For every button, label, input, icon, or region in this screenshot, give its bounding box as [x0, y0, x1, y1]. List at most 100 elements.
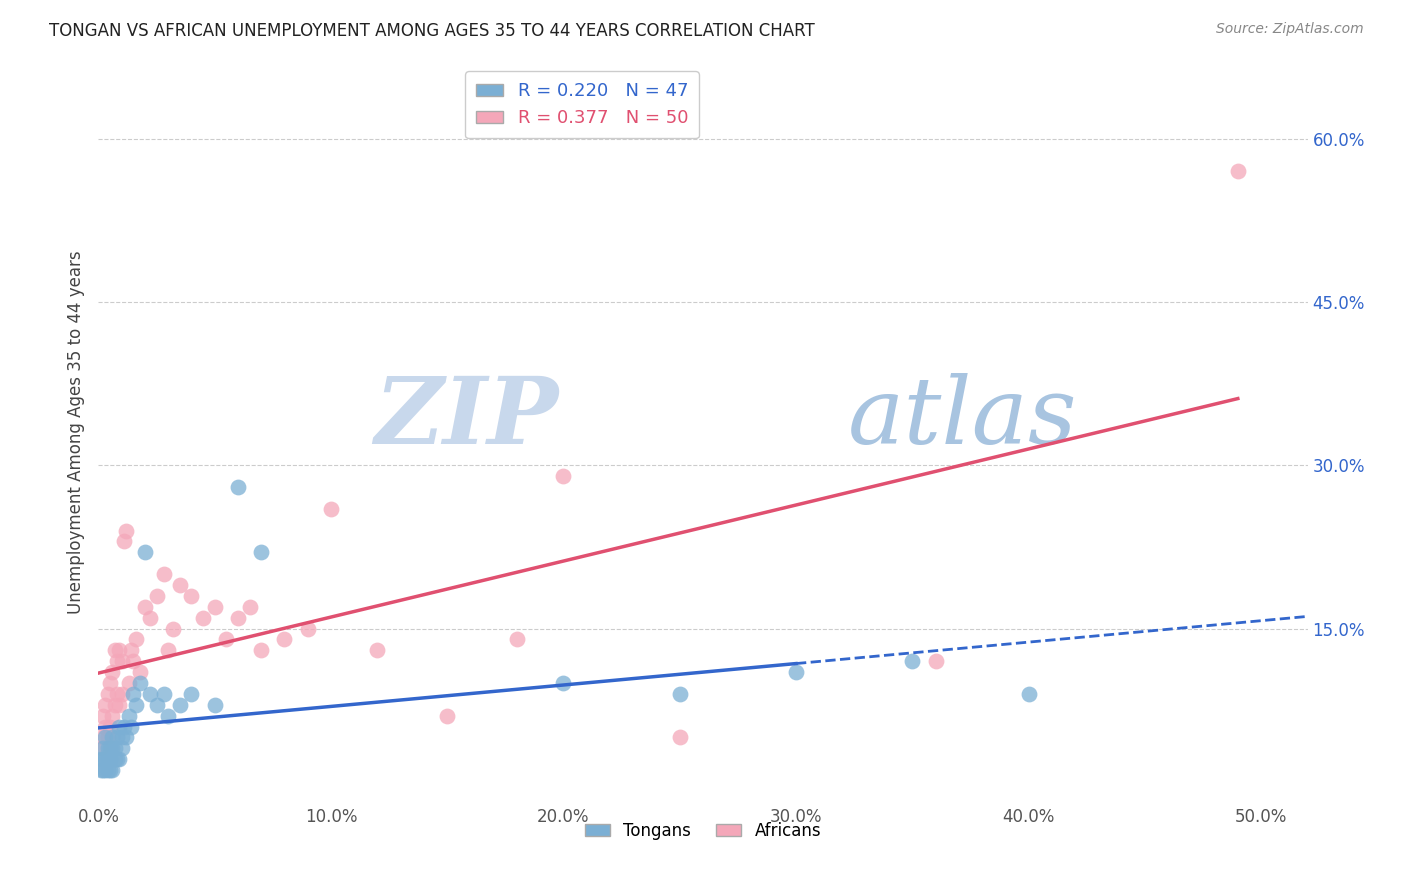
Point: [157, 643, 180, 657]
Point: [138, 687, 160, 701]
Point: [319, 501, 342, 516]
Point: [94, 763, 117, 777]
Point: [120, 720, 142, 734]
Point: [90, 763, 112, 777]
Point: [1018, 687, 1040, 701]
Point: [191, 611, 214, 625]
Point: [94, 752, 117, 766]
Point: [169, 698, 191, 712]
Point: [105, 654, 128, 668]
Point: [120, 643, 142, 657]
Point: [105, 731, 128, 745]
Point: [506, 632, 529, 647]
Point: [91, 741, 114, 756]
Point: [91, 708, 114, 723]
Point: [124, 632, 146, 647]
Point: [104, 698, 127, 712]
Point: [901, 654, 924, 668]
Point: [668, 687, 690, 701]
Point: [91, 763, 114, 777]
Point: [553, 676, 575, 690]
Point: [97, 741, 120, 756]
Point: [924, 654, 946, 668]
Point: [134, 545, 156, 559]
Point: [273, 632, 295, 647]
Point: [90, 752, 112, 766]
Point: [134, 599, 156, 614]
Point: [366, 643, 388, 657]
Point: [145, 698, 167, 712]
Point: [129, 676, 152, 690]
Point: [101, 741, 124, 756]
Point: [204, 599, 226, 614]
Point: [98, 720, 121, 734]
Point: [91, 752, 114, 766]
Point: [226, 480, 249, 494]
Point: [104, 643, 127, 657]
Text: TONGAN VS AFRICAN UNEMPLOYMENT AMONG AGES 35 TO 44 YEARS CORRELATION CHART: TONGAN VS AFRICAN UNEMPLOYMENT AMONG AGE…: [49, 22, 815, 40]
Point: [97, 687, 120, 701]
Point: [118, 708, 141, 723]
Point: [108, 720, 131, 734]
Point: [115, 524, 138, 538]
Point: [98, 676, 121, 690]
Point: [97, 763, 120, 777]
Point: [180, 589, 202, 603]
Point: [101, 665, 124, 680]
Point: [297, 622, 319, 636]
Point: [111, 741, 134, 756]
Point: [215, 632, 238, 647]
Point: [94, 698, 117, 712]
Point: [105, 752, 128, 766]
Point: [162, 622, 184, 636]
Point: [91, 731, 114, 745]
Point: [115, 731, 138, 745]
Point: [138, 611, 160, 625]
Point: [180, 687, 202, 701]
Point: [97, 752, 120, 766]
Point: [436, 708, 458, 723]
Text: Source: ZipAtlas.com: Source: ZipAtlas.com: [1216, 22, 1364, 37]
Point: [111, 654, 134, 668]
Point: [785, 665, 807, 680]
Point: [94, 720, 117, 734]
Point: [169, 578, 191, 592]
Point: [111, 731, 134, 745]
Point: [250, 643, 273, 657]
Point: [157, 708, 180, 723]
Point: [104, 752, 127, 766]
Point: [145, 589, 167, 603]
Point: [250, 545, 273, 559]
Point: [112, 720, 135, 734]
Y-axis label: Unemployment Among Ages 35 to 44 years: Unemployment Among Ages 35 to 44 years: [66, 251, 84, 615]
Point: [98, 763, 121, 777]
Point: [124, 698, 146, 712]
Point: [101, 708, 124, 723]
Point: [122, 687, 145, 701]
Text: atlas: atlas: [848, 373, 1077, 463]
Point: [122, 654, 145, 668]
Point: [668, 731, 690, 745]
Point: [118, 676, 141, 690]
Point: [105, 687, 128, 701]
Point: [226, 611, 249, 625]
Point: [108, 643, 131, 657]
Point: [98, 752, 121, 766]
Point: [104, 741, 127, 756]
Point: [112, 534, 135, 549]
Point: [204, 698, 226, 712]
Point: [1226, 164, 1249, 178]
Point: [553, 469, 575, 483]
Point: [111, 687, 134, 701]
Point: [97, 731, 120, 745]
Point: [152, 567, 174, 582]
Point: [90, 741, 112, 756]
Point: [239, 599, 262, 614]
Point: [101, 731, 124, 745]
Legend: Tongans, Africans: Tongans, Africans: [578, 815, 828, 847]
Point: [98, 741, 121, 756]
Point: [101, 763, 124, 777]
Point: [94, 731, 117, 745]
Point: [129, 665, 152, 680]
Point: [108, 698, 131, 712]
